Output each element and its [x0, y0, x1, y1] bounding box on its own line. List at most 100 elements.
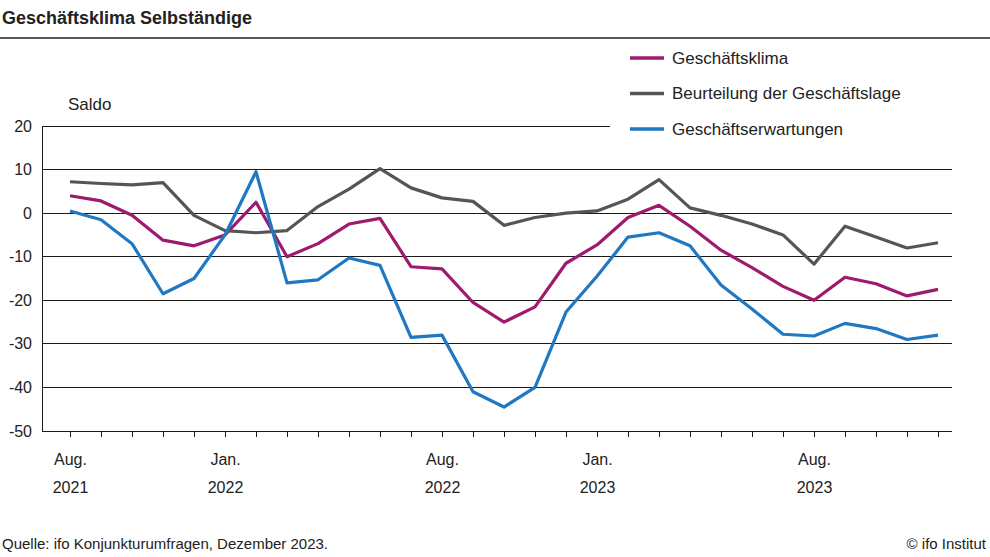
- lines: [70, 169, 938, 407]
- x-tick-label: Aug.2022: [425, 451, 461, 496]
- x-axis: Aug.2021 Jan.2022 Aug.2022 Jan.2023 Aug.2023: [53, 431, 939, 496]
- x-tick-mark: [597, 431, 598, 437]
- grid-line: [42, 169, 952, 170]
- series-line: [70, 169, 938, 264]
- grid: [42, 126, 952, 431]
- y-axis: -50 -40 -30 -20 -10 0 10 20: [9, 118, 43, 440]
- x-tick-mark: [132, 431, 133, 437]
- copyright: © ifo Institut: [907, 535, 987, 552]
- x-tick: [783, 431, 784, 437]
- y-tick-label: -30: [9, 335, 32, 352]
- x-tick: [628, 431, 629, 437]
- x-tick: [318, 431, 319, 437]
- x-tick: Jan.2023: [580, 431, 616, 496]
- legend-swatch: [630, 127, 664, 131]
- x-tick-mark: [442, 431, 443, 437]
- x-tick: Jan.2022: [208, 431, 244, 496]
- title: Geschäftsklima Selbständige: [2, 8, 252, 28]
- grid-line: [42, 213, 952, 214]
- x-tick: [659, 431, 660, 437]
- x-tick-label: Aug.2023: [797, 451, 833, 496]
- x-tick-mark: [907, 431, 908, 437]
- x-tick: [845, 431, 846, 437]
- x-tick-mark: [256, 431, 257, 437]
- x-tick-mark: [287, 431, 288, 437]
- source: Quelle: ifo Konjunkturumfragen, Dezember…: [2, 535, 328, 552]
- x-tick-mark: [225, 431, 226, 437]
- y-tick-label: 10: [14, 161, 32, 178]
- x-tick: [132, 431, 133, 437]
- x-tick: [504, 431, 505, 437]
- chart: Geschäftsklima Selbständige Geschäftsklim…: [0, 0, 990, 557]
- x-tick: [907, 431, 908, 437]
- legend-label: Geschäftsklima: [672, 49, 789, 68]
- title-rule: [0, 37, 990, 39]
- x-tick: [256, 431, 257, 437]
- x-tick-mark: [163, 431, 164, 437]
- x-tick: Aug.2022: [425, 431, 461, 496]
- legend-swatch: [630, 56, 664, 60]
- x-tick: [163, 431, 164, 437]
- legend-swatch: [630, 92, 664, 96]
- x-tick-label: Jan.2022: [208, 451, 244, 496]
- x-tick-mark: [690, 431, 691, 437]
- x-tick: [938, 431, 939, 437]
- y-tick-label: -40: [9, 379, 32, 396]
- y-tick-label: 20: [14, 118, 32, 135]
- x-tick: [473, 431, 474, 437]
- x-tick-mark: [628, 431, 629, 437]
- x-tick: [721, 431, 722, 437]
- x-tick: [411, 431, 412, 437]
- x-tick: [194, 431, 195, 437]
- legend-item: Beurteilung der Geschäftslage: [630, 84, 901, 103]
- legend-item: Geschäftsklima: [630, 49, 789, 68]
- x-tick: [876, 431, 877, 437]
- legend-item: Geschäftserwartungen: [630, 120, 843, 139]
- x-tick-mark: [876, 431, 877, 437]
- x-tick-mark: [752, 431, 753, 437]
- legend: Geschäftsklima Beurteilung der Geschäftsl…: [630, 49, 901, 139]
- x-tick-mark: [101, 431, 102, 437]
- x-tick-mark: [411, 431, 412, 437]
- x-tick: [287, 431, 288, 437]
- x-tick: [566, 431, 567, 437]
- grid-line: [42, 431, 952, 432]
- x-tick: Aug.2021: [53, 431, 89, 496]
- y-axis-title: Saldo: [68, 95, 111, 114]
- y-tick: 10: [14, 161, 42, 178]
- y-tick: -20: [9, 292, 42, 309]
- y-tick: 20: [14, 118, 42, 135]
- y-tick: -50: [9, 423, 42, 440]
- legend-label: Geschäftserwartungen: [672, 120, 843, 139]
- x-tick-mark: [845, 431, 846, 437]
- legend-label: Beurteilung der Geschäftslage: [672, 84, 901, 103]
- x-tick-mark: [380, 431, 381, 437]
- x-tick-mark: [349, 431, 350, 437]
- y-tick: 0: [23, 205, 42, 222]
- x-tick-mark: [318, 431, 319, 437]
- x-tick-mark: [504, 431, 505, 437]
- x-tick-mark: [566, 431, 567, 437]
- y-tick-label: -50: [9, 423, 32, 440]
- y-tick-label: 0: [23, 205, 32, 222]
- x-tick-mark: [938, 431, 939, 437]
- grid-line: [42, 343, 952, 344]
- x-tick-mark: [814, 431, 815, 437]
- x-tick-mark: [659, 431, 660, 437]
- x-tick: [101, 431, 102, 437]
- y-tick-label: -10: [9, 248, 32, 265]
- grid-line: [42, 387, 952, 388]
- x-tick-mark: [721, 431, 722, 437]
- y-tick-label: -20: [9, 292, 32, 309]
- x-tick-mark: [70, 431, 71, 437]
- y-tick: -40: [9, 379, 42, 396]
- x-tick: [690, 431, 691, 437]
- x-tick: [380, 431, 381, 437]
- grid-line: [42, 126, 610, 127]
- x-tick-mark: [194, 431, 195, 437]
- series-line: [70, 172, 938, 407]
- x-tick-mark: [535, 431, 536, 437]
- x-tick: [752, 431, 753, 437]
- x-tick-mark: [783, 431, 784, 437]
- grid-line: [42, 256, 952, 257]
